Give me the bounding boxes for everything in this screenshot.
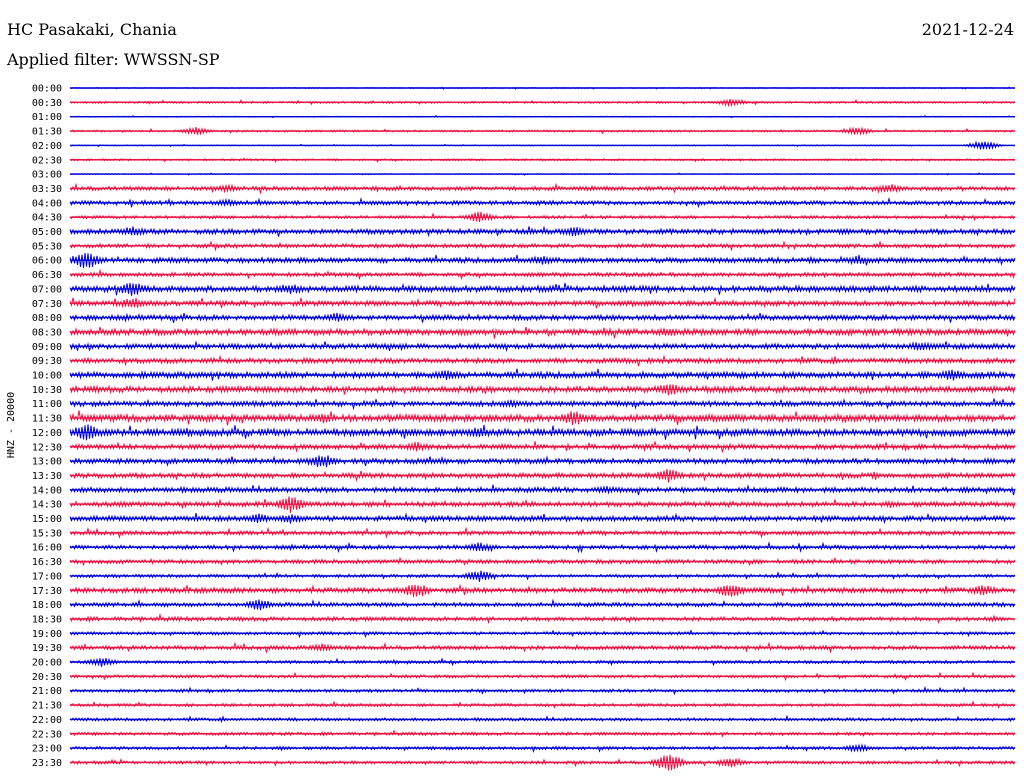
row-time-label: 04:00 — [32, 198, 62, 209]
row-time-label: 07:30 — [32, 299, 62, 310]
row-time-label: 19:30 — [32, 643, 62, 654]
trace-line — [69, 225, 1016, 238]
trace-line — [69, 455, 1016, 468]
trace-line — [69, 424, 1016, 441]
row-time-label: 06:30 — [32, 270, 62, 281]
trace-line — [69, 340, 1016, 353]
trace-line — [69, 583, 1016, 597]
row-time-label: 03:00 — [32, 170, 62, 181]
row-time-label: 04:30 — [32, 213, 62, 224]
row-time-label: 15:00 — [32, 514, 62, 525]
date-label: 2021-12-24 — [921, 20, 1014, 39]
row-time-label: 11:30 — [32, 414, 62, 425]
station-title: HC Pasakaki, Chania — [7, 20, 177, 39]
row-time-label: 07:00 — [32, 284, 62, 295]
trace-line — [69, 282, 1016, 296]
row-time-label: 12:30 — [32, 442, 62, 453]
row-time-label: 16:30 — [32, 557, 62, 568]
trace-line — [69, 512, 1016, 525]
row-time-label: 15:30 — [32, 528, 62, 539]
row-time-label: 05:30 — [32, 241, 62, 252]
trace-line — [69, 182, 1016, 195]
row-time-label: 20:00 — [32, 658, 62, 669]
row-time-label: 02:30 — [32, 155, 62, 166]
row-time-label: 06:00 — [32, 256, 62, 267]
row-time-label: 23:30 — [32, 758, 62, 769]
trace-line — [69, 468, 1016, 483]
row-time-label: 10:30 — [32, 385, 62, 396]
trace-line — [69, 211, 1016, 223]
row-time-label: 09:30 — [32, 356, 62, 367]
row-time-label: 08:00 — [32, 313, 62, 324]
row-time-label: 08:30 — [32, 327, 62, 338]
trace-line — [69, 541, 1016, 554]
row-time-label: 02:00 — [32, 141, 62, 152]
row-time-label: 11:00 — [32, 399, 62, 410]
trace-line — [69, 312, 1016, 323]
row-time-label: 17:30 — [32, 586, 62, 597]
trace-line — [69, 598, 1016, 611]
row-time-label: 22:00 — [32, 715, 62, 726]
row-time-label: 00:00 — [32, 84, 62, 95]
trace-line — [69, 641, 1016, 654]
trace-line — [69, 240, 1016, 252]
row-time-label: 23:00 — [32, 744, 62, 755]
trace-line — [69, 384, 1016, 396]
row-time-label: 03:30 — [32, 184, 62, 195]
filter-label: Applied filter: WWSSN-SP — [7, 50, 220, 69]
row-time-label: 09:00 — [32, 342, 62, 353]
row-time-label: 13:30 — [32, 471, 62, 482]
trace-line — [69, 410, 1016, 426]
trace-line — [69, 496, 1016, 513]
row-time-label: 18:30 — [32, 614, 62, 625]
trace-line — [69, 296, 1016, 309]
trace-line — [69, 326, 1016, 339]
row-time-label: 20:30 — [32, 672, 62, 683]
trace-line — [69, 368, 1016, 381]
row-time-label: 21:30 — [32, 701, 62, 712]
row-time-label: 16:00 — [32, 543, 62, 554]
row-time-label: 01:30 — [32, 127, 62, 138]
row-time-label: 14:00 — [32, 485, 62, 496]
trace-line — [69, 484, 1016, 496]
row-time-label: 22:30 — [32, 729, 62, 740]
trace-line — [69, 252, 1016, 268]
trace-line — [69, 441, 1016, 453]
trace-rows: 00:00 00:30 01:00 01:30 02:00 02:30 03:00 03:30… — [32, 84, 1016, 771]
row-time-label: 01:00 — [32, 112, 62, 123]
row-time-label: 19:00 — [32, 629, 62, 640]
trace-line — [69, 613, 1016, 625]
trace-line — [69, 354, 1016, 367]
row-time-label: 00:30 — [32, 98, 62, 109]
trace-line — [69, 268, 1016, 281]
row-time-label: 14:30 — [32, 500, 62, 511]
trace-line — [69, 556, 1016, 567]
y-axis-label: HNZ - 20000 — [6, 392, 17, 458]
row-time-label: 13:00 — [32, 457, 62, 468]
row-time-label: 18:00 — [32, 600, 62, 611]
trace-line — [69, 526, 1016, 540]
row-time-label: 17:00 — [32, 571, 62, 582]
row-time-label: 21:00 — [32, 686, 62, 697]
row-time-label: 10:00 — [32, 371, 62, 382]
row-time-label: 12:00 — [32, 428, 62, 439]
row-time-label: 05:00 — [32, 227, 62, 238]
trace-line — [69, 398, 1016, 411]
